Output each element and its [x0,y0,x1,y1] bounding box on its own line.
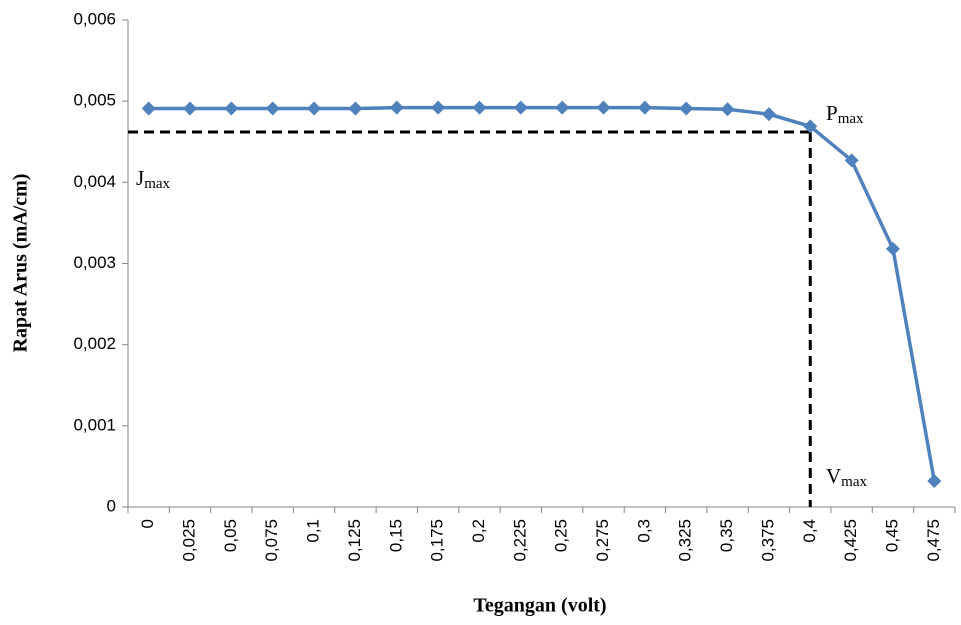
x-tick-label: 0,275 [593,519,612,562]
marker [803,119,818,134]
marker [307,101,322,116]
marker [389,100,404,115]
y-axis-title: Rapat Arus (mA/cm) [10,174,32,353]
annotation: Pmax [826,101,864,128]
x-tick-label: 0,075 [262,519,281,562]
marker [761,107,776,122]
marker [141,101,156,116]
x-tick-label: 0,325 [676,519,695,562]
x-tick-label: 0,45 [882,519,901,552]
x-tick-label: 0,475 [924,519,943,562]
marker [596,100,611,115]
x-tick-label: 0,2 [469,519,488,543]
x-tick-label: 0,05 [221,519,240,552]
marker [224,101,239,116]
y-tick-label: 0,005 [73,91,116,110]
y-tick-label: 0,004 [73,172,116,191]
marker [555,100,570,115]
annotation-subscript: max [841,474,867,490]
x-tick-label: 0,025 [180,519,199,562]
x-tick-label: 0 [138,519,157,528]
x-tick-label: 0,15 [386,519,405,552]
series-line [148,105,937,482]
annotation-text: P [826,101,838,125]
x-tick-label: 0,125 [345,519,364,562]
marker [348,101,363,116]
annotation: Jmax [136,166,171,193]
annotation-text: J [136,166,144,190]
x-tick-label: 0,375 [758,519,777,562]
marker [637,100,652,115]
annotation-subscript: max [838,111,864,127]
marker [844,153,859,168]
x-tick-label: 0,225 [510,519,529,562]
marker [431,100,446,115]
marker [927,474,942,489]
marker [513,100,528,115]
marker [679,101,694,116]
x-tick-label: 0,175 [428,519,447,562]
marker [720,102,735,117]
marker [183,101,198,116]
y-tick-label: 0,002 [73,334,116,353]
annotation-subscript: max [144,176,170,192]
x-axis-title: Tegangan (volt) [473,595,606,617]
y-tick-label: 0 [107,496,116,515]
x-tick-label: 0,4 [800,519,819,543]
x-tick-label: 0,425 [841,519,860,562]
annotation-text: V [826,464,841,488]
y-tick-label: 0,001 [73,415,116,434]
marker [885,241,900,256]
marker [265,101,280,116]
x-tick-label: 0,25 [552,519,571,552]
x-tick-label: 0,35 [717,519,736,552]
x-tick-label: 0,1 [304,519,323,543]
marker [472,100,487,115]
annotation: Vmax [826,464,867,491]
y-tick-label: 0,003 [73,253,116,272]
x-tick-label: 0,3 [634,519,653,543]
y-tick-label: 0,006 [73,9,116,28]
